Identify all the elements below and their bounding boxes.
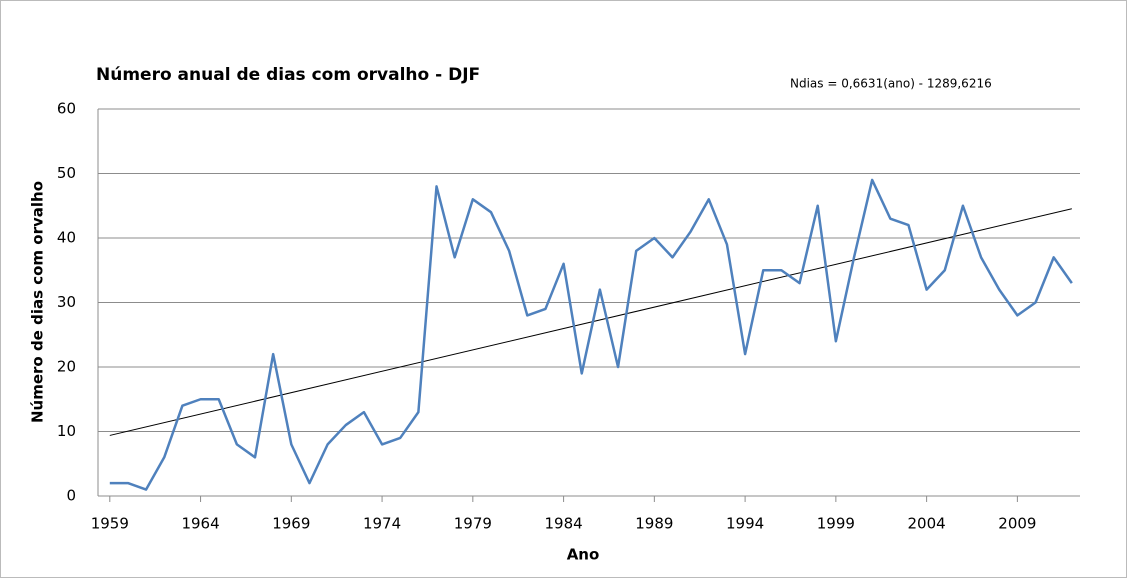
y-tick-label: 60 — [57, 100, 76, 118]
chart-title: Número anual de dias com orvalho - DJF — [96, 65, 480, 85]
x-tick-label: 2009 — [998, 515, 1036, 533]
x-tick-label: 1959 — [91, 515, 129, 533]
x-tick-label: 1974 — [363, 515, 401, 533]
y-tick-label: 50 — [57, 164, 76, 182]
x-tick-label: 1984 — [544, 515, 582, 533]
x-tick-label: 1979 — [454, 515, 492, 533]
x-tick-label: 1999 — [817, 515, 855, 533]
x-tick-label: 1994 — [726, 515, 764, 533]
y-tick-label: 0 — [66, 487, 76, 505]
x-tick-label: 2004 — [908, 515, 946, 533]
data-line — [109, 178, 1073, 491]
y-tick-label: 30 — [57, 293, 76, 311]
y-axis-label: Número de dias com orvalho — [29, 181, 47, 423]
trend-equation: Ndias = 0,6631(ano) - 1289,6216 — [790, 77, 992, 91]
trend-line — [109, 208, 1072, 436]
x-tick-label: 1989 — [635, 515, 673, 533]
x-axis-label: Ano — [567, 546, 600, 564]
y-tick-label: 10 — [57, 422, 76, 440]
y-tick-label: 20 — [57, 358, 76, 376]
x-tick-label: 1964 — [181, 515, 219, 533]
y-tick-label: 40 — [57, 229, 76, 247]
x-tick-label: 1969 — [272, 515, 310, 533]
